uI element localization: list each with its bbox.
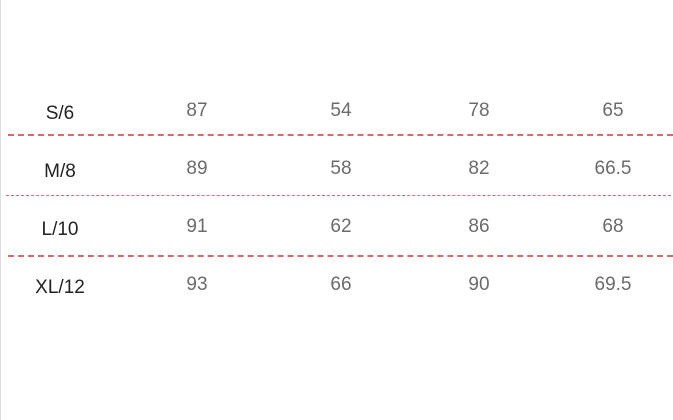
row-divider (6, 195, 671, 196)
size-label: S/6 (45, 103, 75, 124)
table-row: S/6 87 54 78 65 (0, 82, 673, 140)
table-cell: 54 (330, 100, 352, 121)
table-cell: 87 (186, 100, 208, 121)
table-cell: 82 (468, 158, 490, 179)
table-cell: 68 (602, 216, 624, 237)
table-row: L/10 91 62 86 68 (0, 198, 673, 256)
table-cell: 66 (330, 274, 352, 295)
row-divider (8, 134, 673, 136)
row-divider (8, 255, 673, 257)
size-label: M/8 (44, 161, 76, 182)
table-row: XL/12 93 66 90 69.5 (0, 256, 673, 314)
size-chart-table: S/6 87 54 78 65 M/8 89 58 82 66.5 L/10 9… (0, 82, 673, 314)
table-cell: 91 (186, 216, 208, 237)
size-label: L/10 (41, 219, 79, 240)
table-row: M/8 89 58 82 66.5 (0, 140, 673, 198)
size-label: XL/12 (35, 277, 85, 298)
table-cell: 58 (330, 158, 352, 179)
table-cell: 89 (186, 158, 208, 179)
table-cell: 78 (468, 100, 490, 121)
table-cell: 69.5 (594, 274, 632, 295)
table-cell: 93 (186, 274, 208, 295)
table-cell: 65 (602, 100, 624, 121)
table-cell: 66.5 (594, 158, 632, 179)
table-cell: 62 (330, 216, 352, 237)
table-cell: 90 (468, 274, 490, 295)
page-left-border (0, 0, 1, 420)
table-cell: 86 (468, 216, 490, 237)
